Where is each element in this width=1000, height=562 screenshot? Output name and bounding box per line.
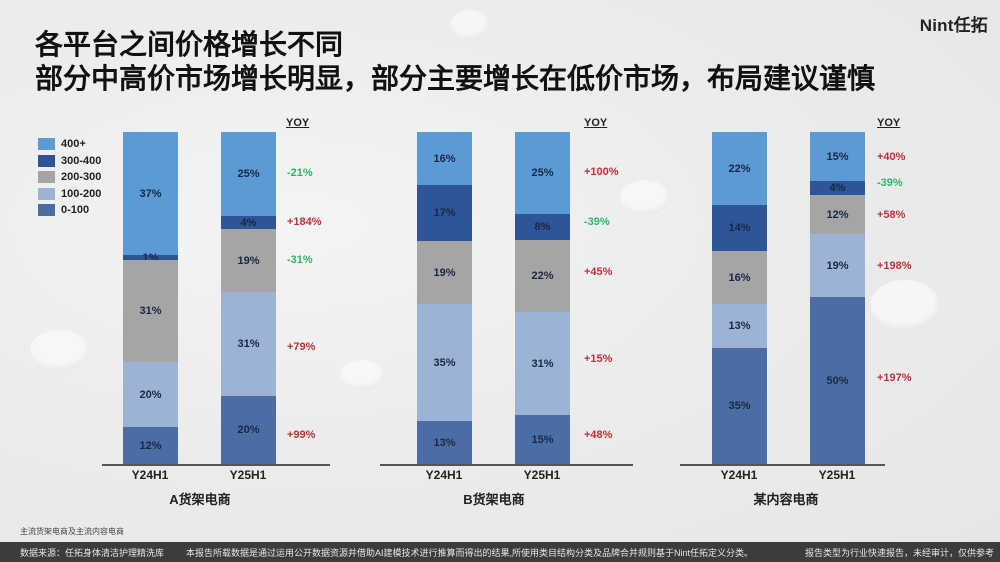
segment-200-300: 22% bbox=[515, 240, 570, 312]
legend-swatch bbox=[38, 171, 55, 183]
page-title: 各平台之间价格增长不同 部分中高价市场增长明显，部分主要增长在低价市场，布局建议… bbox=[35, 28, 875, 96]
group-label-b: B货架电商 bbox=[463, 492, 525, 507]
segment-0-100: 12% bbox=[123, 427, 178, 464]
background-bubble bbox=[620, 180, 670, 215]
background-bubble bbox=[450, 10, 490, 40]
legend-item-400plus: 400+ bbox=[38, 136, 101, 152]
footer-source: 数据来源：任拓身体清洁护理精洗库 bbox=[20, 547, 165, 558]
footer-disclaimer: 本报告所载数据是通过运用公开数据资源并借助AI建模技术进行推算而得出的结果,所使… bbox=[186, 547, 754, 558]
yoy-value: +99% bbox=[287, 429, 316, 441]
bar-b-y24h1: 16% 17% 19% 35% 13% bbox=[417, 132, 472, 464]
segment-100-200: 20% bbox=[123, 362, 178, 427]
legend-item-300-400: 300-400 bbox=[38, 153, 101, 169]
bar-b-y25h1: 25% 8% 22% 31% 15% bbox=[515, 132, 570, 464]
yoy-value: +184% bbox=[287, 216, 322, 228]
segment-100-200: 35% bbox=[417, 304, 472, 421]
segment-0-100: 50% bbox=[810, 297, 865, 464]
segment-0-100: 13% bbox=[417, 421, 472, 464]
legend-item-100-200: 100-200 bbox=[38, 186, 101, 202]
yoy-value: +40% bbox=[877, 151, 906, 163]
segment-400plus: 25% bbox=[515, 132, 570, 214]
yoy-value: -21% bbox=[287, 167, 313, 179]
legend-item-200-300: 200-300 bbox=[38, 169, 101, 185]
x-label: Y24H1 bbox=[131, 468, 169, 482]
yoy-value: +100% bbox=[584, 166, 619, 178]
group-label-c: 某内容电商 bbox=[753, 492, 819, 507]
yoy-header: YOY bbox=[286, 117, 310, 129]
yoy-value: -39% bbox=[877, 177, 903, 189]
legend-swatch bbox=[38, 204, 55, 216]
x-axis-line bbox=[680, 464, 885, 466]
background-bubble bbox=[30, 330, 90, 370]
bar-a-y25h1: 25% 4% 19% 31% 20% bbox=[221, 132, 276, 464]
x-label: Y25H1 bbox=[523, 468, 561, 482]
segment-300-400: 14% bbox=[712, 205, 767, 251]
yoy-value: +48% bbox=[584, 429, 613, 441]
x-label: Y25H1 bbox=[818, 468, 856, 482]
segment-200-300: 16% bbox=[712, 251, 767, 304]
legend-item-0-100: 0-100 bbox=[38, 202, 101, 218]
title-line-1: 各平台之间价格增长不同 bbox=[35, 29, 344, 60]
segment-300-400: 17% bbox=[417, 185, 472, 241]
yoy-value: +197% bbox=[877, 372, 912, 384]
segment-100-200: 13% bbox=[712, 304, 767, 348]
segment-200-300: 19% bbox=[221, 229, 276, 292]
yoy-value: +79% bbox=[287, 341, 316, 353]
segment-400plus: 25% bbox=[221, 132, 276, 216]
legend-swatch bbox=[38, 187, 55, 200]
segment-100-200: 31% bbox=[221, 292, 276, 396]
yoy-value: +198% bbox=[877, 260, 912, 272]
bar-a-y24h1: 37% 1% 31% 20% 12% bbox=[123, 132, 178, 464]
yoy-value: -39% bbox=[584, 216, 610, 228]
yoy-value: +58% bbox=[877, 209, 906, 221]
x-label: Y24H1 bbox=[720, 468, 758, 482]
legend-swatch bbox=[38, 138, 55, 150]
segment-400plus: 15% bbox=[810, 132, 865, 181]
yoy-header: YOY bbox=[584, 117, 608, 129]
segment-100-200: 31% bbox=[515, 312, 570, 415]
segment-300-400: 4% bbox=[221, 216, 276, 229]
segment-400plus: 22% bbox=[712, 132, 767, 205]
chart-legend: 400+ 300-400 200-300 100-200 0-100 bbox=[38, 136, 101, 219]
segment-0-100: 20% bbox=[221, 396, 276, 464]
x-label: Y25H1 bbox=[229, 468, 267, 482]
segment-400plus: 37% bbox=[123, 132, 178, 255]
segment-400plus: 16% bbox=[417, 132, 472, 185]
segment-0-100: 15% bbox=[515, 415, 570, 464]
yoy-value: +15% bbox=[584, 353, 613, 365]
title-line-2: 部分中高价市场增长明显，部分主要增长在低价市场，布局建议谨慎 bbox=[35, 63, 876, 94]
x-axis-line bbox=[102, 464, 330, 466]
segment-100-200: 19% bbox=[810, 234, 865, 297]
yoy-value: +45% bbox=[584, 266, 613, 278]
footer-bar: 数据来源：任拓身体清洁护理精洗库 本报告所载数据是通过运用公开数据资源并借助AI… bbox=[0, 542, 1000, 562]
yoy-header: YOY bbox=[877, 117, 901, 129]
background-bubble bbox=[340, 360, 385, 390]
segment-300-400: 4% bbox=[810, 181, 865, 195]
chart-note: 主流货架电商及主流内容电商 bbox=[20, 527, 124, 536]
group-label-a: A货架电商 bbox=[169, 492, 231, 507]
brand-logo: Nint任拓 bbox=[919, 16, 988, 35]
segment-200-300: 19% bbox=[417, 241, 472, 304]
legend-swatch bbox=[38, 154, 55, 167]
segment-200-300: 31% bbox=[123, 260, 178, 362]
footer-report-type: 报告类型为行业快速报告，未经审计，仅供参考 bbox=[804, 547, 994, 558]
segment-300-400: 8% bbox=[515, 214, 570, 240]
bar-c-y25h1: 15% 4% 12% 19% 50% bbox=[810, 132, 865, 464]
segment-200-300: 12% bbox=[810, 195, 865, 234]
yoy-value: -31% bbox=[287, 254, 313, 266]
x-axis-line bbox=[380, 464, 633, 466]
background-bubble bbox=[870, 280, 940, 330]
segment-0-100: 35% bbox=[712, 348, 767, 464]
x-label: Y24H1 bbox=[425, 468, 463, 482]
bar-c-y24h1: 22% 14% 16% 13% 35% bbox=[712, 132, 767, 464]
